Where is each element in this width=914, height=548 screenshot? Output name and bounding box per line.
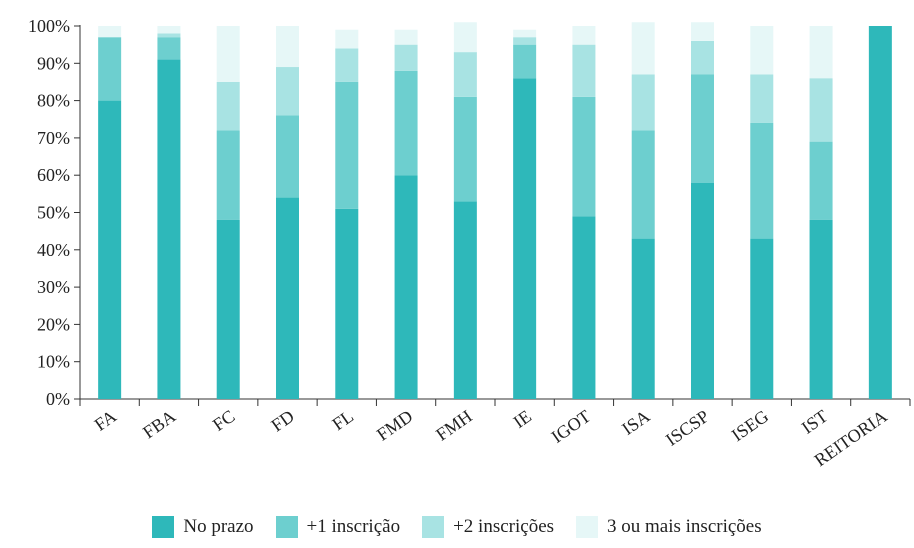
legend-swatch xyxy=(275,516,298,538)
y-tick-label: 60% xyxy=(37,165,70,185)
x-tick-label: FA xyxy=(91,406,120,435)
bar-segment-2 xyxy=(394,70,418,176)
bar-segment-3 xyxy=(157,33,181,38)
x-tick-label: ISCSP xyxy=(662,406,713,450)
bar-segment-1 xyxy=(809,219,833,399)
bar-segment-1 xyxy=(98,100,122,399)
y-tick-label: 90% xyxy=(37,53,70,73)
bar-segment-1 xyxy=(572,216,596,399)
x-tick-label: ISA xyxy=(618,406,653,439)
bar-segment-4 xyxy=(453,22,477,53)
bar-segment-1 xyxy=(276,197,299,399)
bar-segment-4 xyxy=(631,22,655,75)
y-tick-label: 30% xyxy=(37,277,70,297)
bar-segment-4 xyxy=(394,29,418,45)
bar-segment-2 xyxy=(809,141,833,220)
x-tick-label: IE xyxy=(510,406,535,432)
legend-label: No prazo xyxy=(183,516,254,537)
y-tick-label: 80% xyxy=(37,91,70,111)
x-tick-label: IGOT xyxy=(548,406,595,447)
bar-segment-2 xyxy=(631,130,655,239)
legend-item: +1 inscrição xyxy=(275,516,401,538)
legend-item: 3 ou mais inscrições xyxy=(576,516,762,538)
legend-item: +2 inscrições xyxy=(422,516,554,538)
y-tick-label: 40% xyxy=(37,240,70,260)
x-tick-label: FD xyxy=(267,406,297,436)
legend-item: No prazo xyxy=(152,516,254,538)
bar-segment-1 xyxy=(631,238,655,399)
y-tick-label: 50% xyxy=(37,203,70,223)
x-tick-label: IST xyxy=(798,406,832,438)
bar-segment-3 xyxy=(276,67,299,116)
bar-segment-4 xyxy=(572,26,596,45)
bar-segment-1 xyxy=(394,175,418,399)
bar-segment-1 xyxy=(513,78,537,399)
stacked-bar-chart: 0% 10% 20% 30% 40% 50% 60% 70% 80% 90% 100% FA FBA FC… xyxy=(28,16,911,470)
bar-segment-4 xyxy=(809,26,833,79)
x-tick-label: ISEG xyxy=(728,406,772,445)
bar-segment-3 xyxy=(691,40,714,75)
bar-segment-3 xyxy=(631,74,655,131)
bar-segment-4 xyxy=(276,26,299,68)
chart-legend: No prazo +1 inscrição +2 inscrições 3 ou ma… xyxy=(0,516,914,538)
bar-segment-2 xyxy=(453,96,477,202)
bar-segment-3 xyxy=(394,44,418,71)
y-tick-label: 10% xyxy=(37,352,70,372)
bar-segment-4 xyxy=(216,26,240,82)
bar-segment-1 xyxy=(868,26,892,399)
legend-swatch xyxy=(576,516,599,538)
bar-segment-2 xyxy=(98,37,122,101)
x-tick-label: FC xyxy=(209,406,239,435)
legend-label: +1 inscrição xyxy=(306,516,401,537)
bar-segment-2 xyxy=(335,81,359,209)
bar-segment-2 xyxy=(691,74,714,183)
bar-segment-4 xyxy=(98,26,122,38)
x-tick-label: FL xyxy=(328,406,357,434)
bar-segment-3 xyxy=(216,81,240,131)
legend-label: +2 inscrições xyxy=(453,516,555,537)
bar-segment-3 xyxy=(513,37,537,45)
x-tick-label: FMD xyxy=(373,406,416,445)
bar-segment-3 xyxy=(809,78,833,142)
bar-segment-1 xyxy=(216,219,240,399)
y-tick-label: 20% xyxy=(37,314,70,334)
y-tick-label: 70% xyxy=(37,128,70,148)
bar-segment-2 xyxy=(750,122,774,239)
bar-segment-3 xyxy=(572,44,596,97)
bar-segment-1 xyxy=(750,238,774,399)
y-tick-label: 100% xyxy=(28,16,70,36)
x-tick-label: FBA xyxy=(139,406,179,442)
legend-swatch xyxy=(422,516,445,538)
bar-segment-4 xyxy=(513,29,537,38)
y-tick-label: 0% xyxy=(46,389,70,409)
bar-segment-2 xyxy=(276,115,299,198)
legend-label: 3 ou mais inscrições xyxy=(607,516,762,537)
bar-segment-4 xyxy=(335,29,359,49)
bar-segment-1 xyxy=(157,59,181,399)
bar-segment-2 xyxy=(572,96,596,217)
x-tick-label: FMH xyxy=(432,406,475,445)
bar-segment-2 xyxy=(216,130,240,220)
bar-segment-1 xyxy=(335,208,359,399)
bar-segment-1 xyxy=(691,182,714,399)
bar-segment-3 xyxy=(750,74,774,123)
bar-segment-2 xyxy=(157,37,181,60)
bar-segment-2 xyxy=(513,44,537,79)
legend-swatch xyxy=(152,516,175,538)
bar-segment-4 xyxy=(691,22,714,41)
bar-segment-3 xyxy=(335,48,359,82)
bar-segment-4 xyxy=(750,26,774,75)
bar-segment-1 xyxy=(453,201,477,399)
bar-segment-3 xyxy=(453,52,477,97)
bar-segment-4 xyxy=(157,26,181,34)
